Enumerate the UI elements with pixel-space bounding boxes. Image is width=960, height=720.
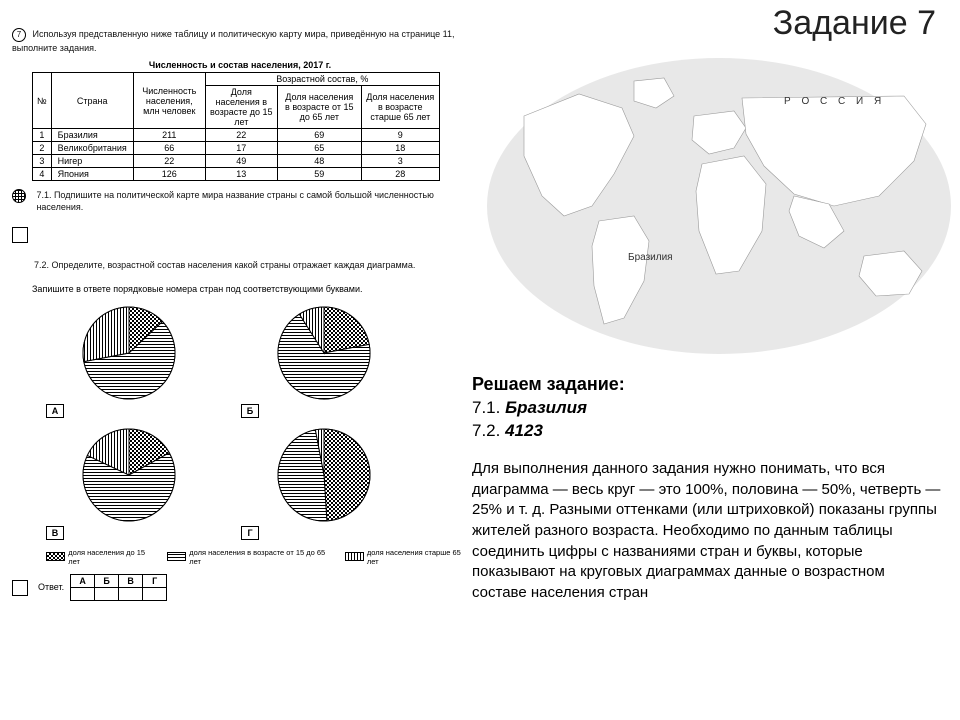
legend-u15-label: доля населения до 15 лет <box>68 548 155 566</box>
pie-cell: В <box>46 426 211 540</box>
answer-header: Г <box>143 574 167 587</box>
subtask-7-1: 7.1. Подпишите на политической карте мир… <box>12 189 470 219</box>
solution-1-answer: Бразилия <box>505 398 587 417</box>
solution-explanation: Для выполнения данного задания нужно пон… <box>472 459 942 604</box>
world-map: Р О С С И Я Бразилия <box>484 56 954 356</box>
col-15-65: Доля населения в возрасте от 15 до 65 ле… <box>277 86 361 129</box>
table-row: 2Великобритания66176518 <box>33 142 440 155</box>
answer-cell <box>143 587 167 600</box>
solution-2-answer: 4123 <box>505 421 543 440</box>
subtask-7-1-text: 7.1. Подпишите на политической карте мир… <box>36 189 454 213</box>
pie-cell: А <box>46 304 211 418</box>
answer-row: Ответ. АБВГ <box>12 574 470 601</box>
col-u15: Доля населения в возрасте до 15 лет <box>205 86 277 129</box>
legend-old: доля населения старше 65 лет <box>345 548 470 566</box>
pie-cell: Б <box>241 304 406 418</box>
pie-grid: А Б В Г <box>46 304 470 540</box>
subtask-7-2-text-a: 7.2. Определите, возрастной состав насел… <box>34 259 474 271</box>
col-age-group: Возрастной состав, % <box>205 73 439 86</box>
answer-checkbox-7-2 <box>12 580 28 596</box>
pie-label: Г <box>241 526 259 540</box>
answer-cell <box>71 587 95 600</box>
solution-1-prefix: 7.1. <box>472 398 505 417</box>
col-population: Численность населения, млн человек <box>133 73 205 129</box>
pie-label: В <box>46 526 64 540</box>
answer-table: АБВГ <box>70 574 167 601</box>
subtask-7-2: 7.2. Определите, возрастной состав насел… <box>12 255 470 277</box>
col-country: Страна <box>51 73 133 129</box>
table-caption: Численность и состав населения, 2017 г. <box>10 60 470 70</box>
population-table: № Страна Численность населения, млн чело… <box>32 72 440 181</box>
globe-icon <box>12 189 26 203</box>
table-row: 4Япония126135928 <box>33 168 440 181</box>
answer-checkbox-7-1 <box>12 227 28 243</box>
answer-cell <box>119 587 143 600</box>
answer-label: Ответ. <box>38 582 64 592</box>
col-65p: Доля населения в возрасте старше 65 лет <box>361 86 439 129</box>
legend-u15: доля населения до 15 лет <box>46 548 155 566</box>
answer-header: В <box>119 574 143 587</box>
intro-text: Используя представленную ниже таблицу и … <box>12 29 455 53</box>
pie-label: Б <box>241 404 259 418</box>
answer-cell <box>95 587 119 600</box>
map-label-russia: Р О С С И Я <box>784 96 885 107</box>
table-row: 3Нигер2249483 <box>33 155 440 168</box>
legend-old-label: доля населения старше 65 лет <box>367 548 470 566</box>
solution-line-1: 7.1. Бразилия <box>472 397 942 420</box>
answer-header: А <box>71 574 95 587</box>
map-label-brazil: Бразилия <box>628 252 673 263</box>
legend-mid: доля населения в возрасте от 15 до 65 ле… <box>167 548 333 566</box>
col-no: № <box>33 73 52 129</box>
task-intro: 7 Используя представленную ниже таблицу … <box>12 28 470 54</box>
solution-line-2: 7.2. 4123 <box>472 420 942 443</box>
solution-2-prefix: 7.2. <box>472 421 505 440</box>
pie-cell: Г <box>241 426 406 540</box>
table-row: 1Бразилия21122699 <box>33 129 440 142</box>
legend-mid-label: доля населения в возрасте от 15 до 65 ле… <box>189 548 332 566</box>
subtask-7-2-text-b: Запишите в ответе порядковые номера стра… <box>32 284 470 294</box>
answer-header: Б <box>95 574 119 587</box>
solution-heading: Решаем задание: <box>472 374 942 395</box>
task-number-marker: 7 <box>12 28 26 42</box>
page-title: Задание 7 <box>773 4 936 43</box>
solution-block: Решаем задание: 7.1. Бразилия 7.2. 4123 … <box>472 374 942 604</box>
worksheet-column: 7 Используя представленную ниже таблицу … <box>10 28 470 601</box>
pie-label: А <box>46 404 64 418</box>
pie-legend: доля населения до 15 лет доля населения … <box>46 548 470 566</box>
